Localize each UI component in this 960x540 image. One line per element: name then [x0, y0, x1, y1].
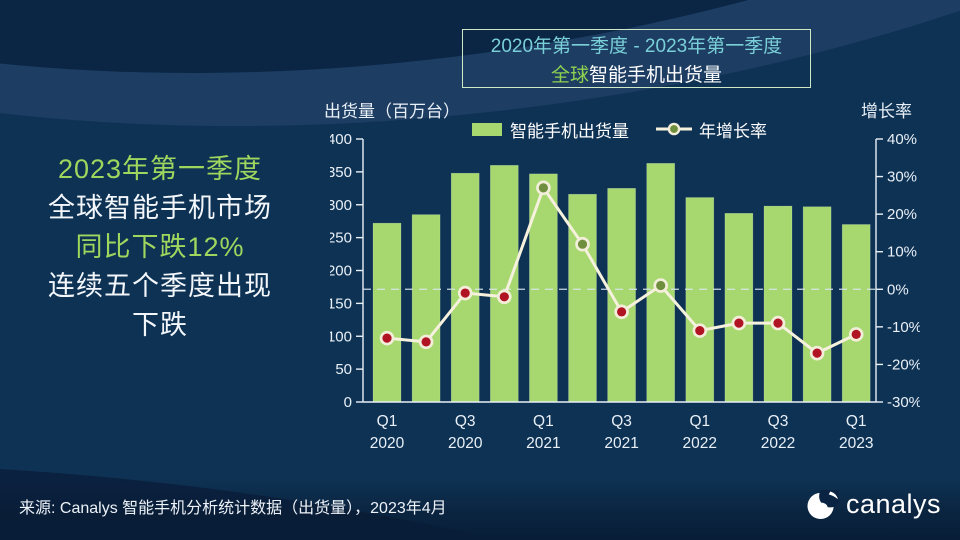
left-axis-tick-label: 50 [335, 361, 352, 378]
shipment-bar [685, 197, 715, 403]
x-tick-year: 2020 [448, 435, 483, 452]
chart-area: 出货量（百万台） 增长率 0 50 100 150 200 250 300 350 400 -30… [324, 95, 920, 480]
headline-line: 2023年第一季度 [57, 154, 263, 184]
chart-title-range: 2020年第一季度 - 2023年第一季度 [490, 35, 783, 57]
growth-marker [617, 307, 627, 317]
left-axis-tick-label: 0 [344, 394, 352, 411]
canalys-logo-text: canalys [845, 489, 941, 519]
canalys-logo: canalys [806, 484, 941, 520]
chart-title-highlight: 全球 [550, 64, 589, 86]
x-tick-year: 2021 [526, 435, 560, 452]
legend-line-label: 年增长率 [699, 121, 767, 141]
chart-title-box: 2020年第一季度 - 2023年第一季度 全球智能手机出货量 [462, 29, 811, 88]
right-axis-title: 增长率 [861, 102, 912, 121]
growth-marker [382, 333, 392, 343]
headline-line: 全球智能手机市场 [48, 193, 272, 223]
growth-marker [577, 239, 588, 249]
x-tick-year: 2023 [839, 435, 873, 452]
x-tick-quarter: Q1 [689, 413, 710, 430]
left-axis-tick-label: 300 [330, 197, 352, 214]
growth-marker [460, 288, 470, 298]
headline-line: 同比下跌12% [75, 232, 245, 262]
canalys-logo-icon [806, 484, 842, 520]
shipment-bar [490, 165, 519, 403]
shipment-bar [372, 222, 402, 403]
left-axis-tick-label: 150 [330, 295, 352, 312]
legend-line-icon [655, 122, 693, 136]
shipment-bar [841, 224, 871, 403]
shipment-bar [529, 173, 558, 403]
chart-title-rest: 智能手机出货量 [589, 64, 723, 86]
right-axis-tick-label: -20% [887, 356, 920, 373]
x-tick-year: 2021 [604, 435, 638, 452]
growth-marker [773, 318, 783, 328]
left-axis-tick-label: 100 [330, 328, 352, 345]
x-tick-quarter: Q3 [455, 413, 476, 430]
right-axis-tick-label: -10% [887, 319, 920, 336]
right-axis-tick-label: 0% [887, 281, 909, 298]
shipment-bar [568, 193, 597, 403]
growth-marker [538, 183, 548, 193]
x-tick-year: 2022 [683, 435, 717, 452]
shipment-bar [763, 205, 793, 403]
headline-line: 下跌 [132, 310, 188, 340]
left-axis-tick-label: 200 [330, 263, 352, 280]
x-tick-quarter: Q1 [533, 413, 554, 430]
growth-marker [656, 280, 666, 291]
chart-title-main: 全球智能手机出货量 [463, 60, 810, 87]
right-axis-tick-label: 10% [887, 244, 917, 261]
headline: 2023年第一季度 全球智能手机市场 同比下跌12% 连续五个季度出现 下跌 [10, 150, 310, 345]
legend-bar-label: 智能手机出货量 [510, 121, 629, 141]
right-axis-tick-label: 30% [887, 169, 917, 186]
x-tick-quarter: Q1 [846, 413, 867, 430]
x-tick-year: 2020 [370, 435, 405, 452]
headline-line: 连续五个季度出现 [48, 271, 272, 301]
shipment-bar [724, 212, 754, 403]
legend: 智能手机出货量 年增长率 [363, 119, 876, 141]
left-axis-tick-label: 250 [330, 230, 352, 247]
growth-marker [695, 326, 705, 336]
growth-marker [734, 318, 744, 328]
x-tick-quarter: Q1 [377, 413, 398, 430]
left-axis-title: 出货量（百万台） [324, 102, 460, 121]
source-note: 来源: Canalys 智能手机分析统计数据（出货量），2023年4月 [19, 500, 447, 517]
shipment-bar [411, 214, 441, 403]
growth-marker [851, 329, 861, 339]
right-axis-tick-label: 20% [887, 206, 917, 223]
x-tick-quarter: Q3 [611, 413, 632, 430]
legend-bar-swatch [472, 122, 502, 136]
right-axis-tick-label: 40% [887, 131, 917, 148]
growth-marker [421, 337, 431, 347]
x-tick-quarter: Q3 [768, 413, 789, 430]
right-axis-tick-label: -30% [887, 394, 920, 411]
x-tick-year: 2022 [761, 435, 795, 452]
left-axis-tick-label: 400 [330, 131, 352, 148]
growth-marker [499, 292, 509, 302]
left-axis-tick-label: 350 [330, 164, 352, 181]
plot-canvas: 0 50 100 150 200 250 300 350 400 -30% -20% -10% 0% 10… [330, 131, 920, 452]
shipment-bar [802, 206, 832, 403]
growth-marker [812, 348, 822, 358]
